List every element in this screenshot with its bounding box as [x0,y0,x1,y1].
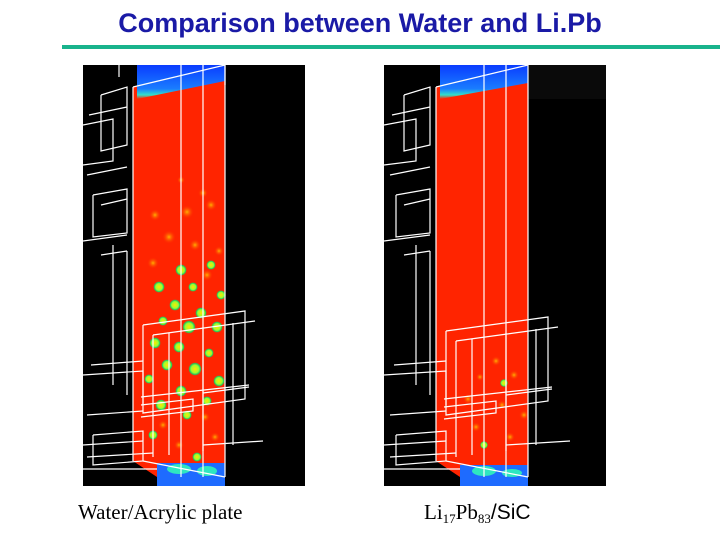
water-simulation-image [83,65,305,486]
caption-pb: Pb [455,500,478,524]
caption-li: Li [424,500,443,524]
caption-lipb-sic: Li17Pb83/SiC [424,500,531,525]
caption-sic: /SiC [490,501,531,524]
title-underline [62,45,720,49]
caption-pb-subscript: 83 [477,511,491,526]
caption-li-subscript: 17 [442,511,456,526]
slide-title: Comparison between Water and Li.Pb [118,8,602,38]
water-simulation-render [83,65,264,486]
caption-water-acrylic: Water/Acrylic plate [78,500,243,524]
lipb-simulation-render [384,65,606,486]
lipb-simulation-image [384,65,606,486]
